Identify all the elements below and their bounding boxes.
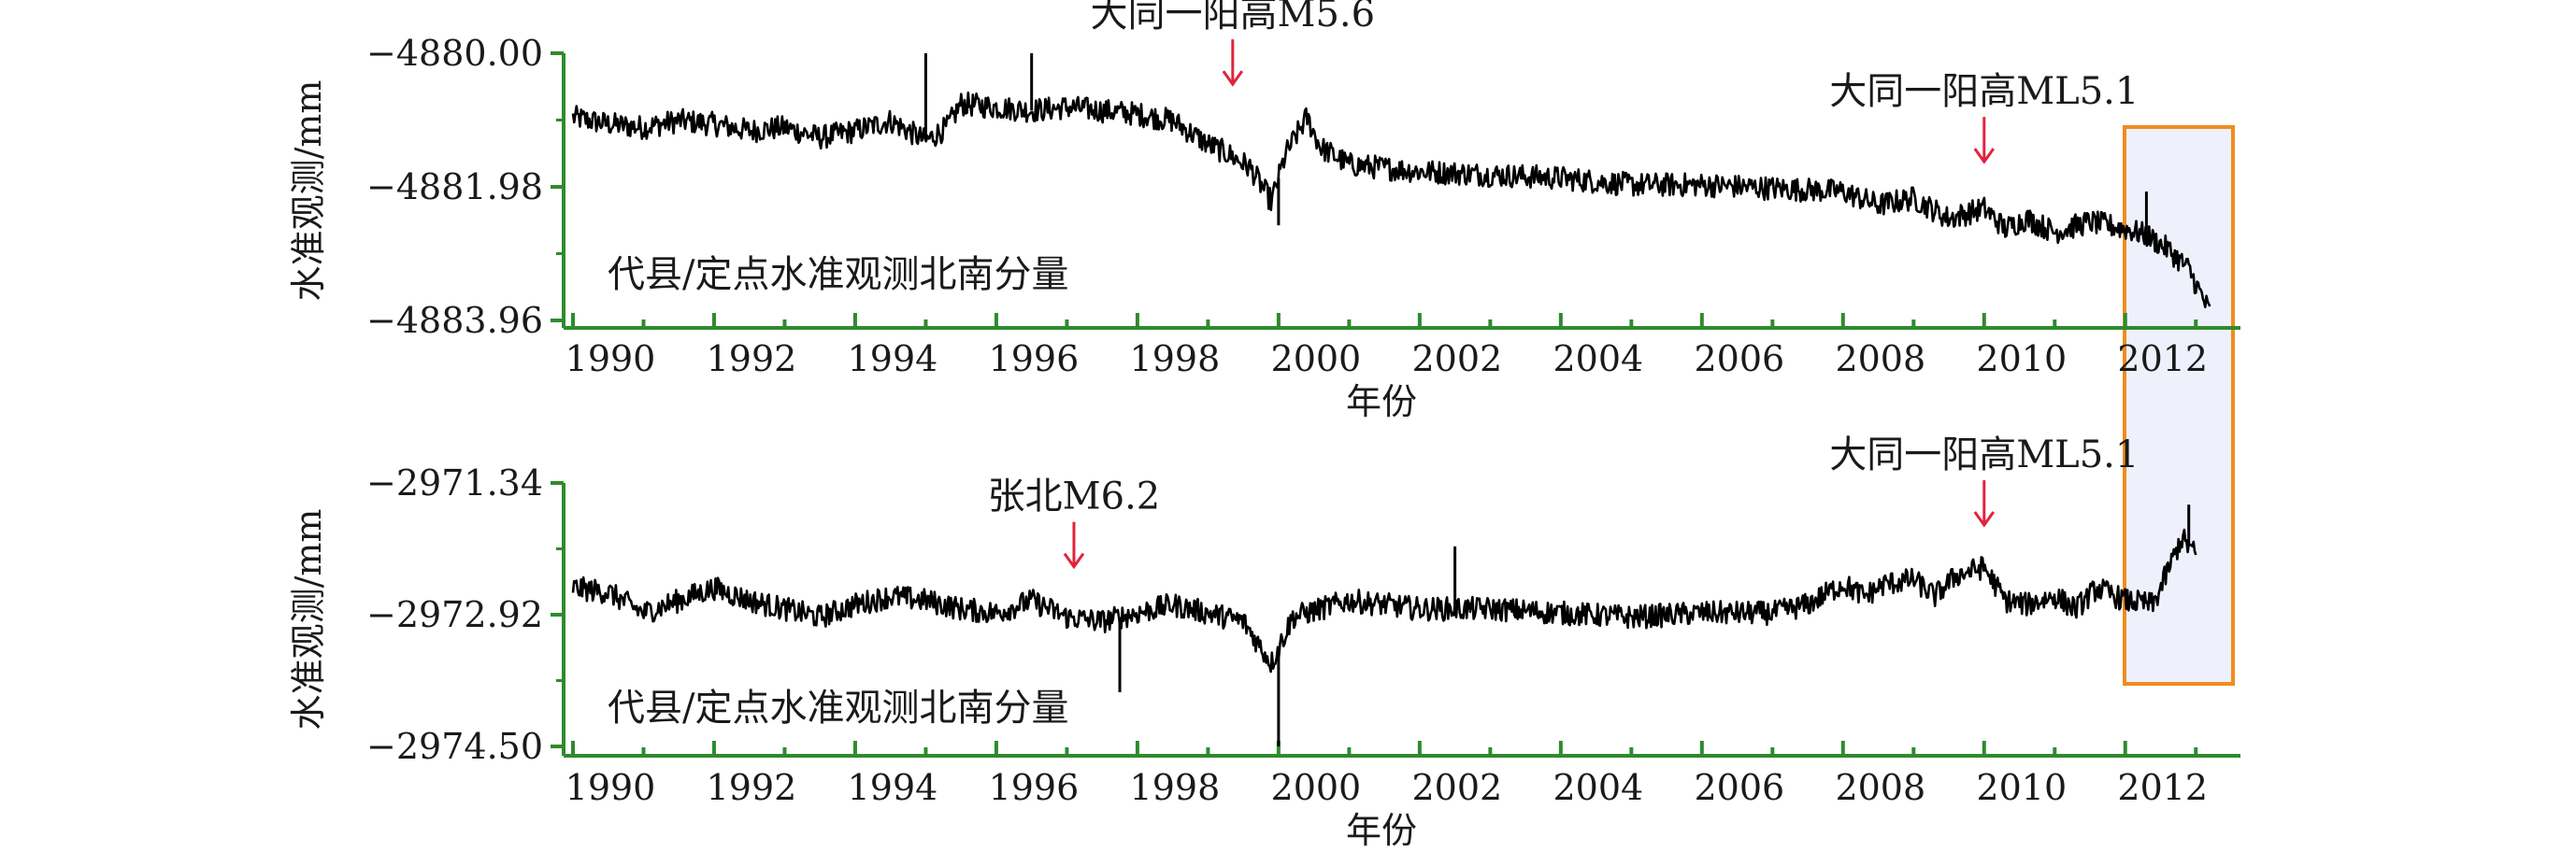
x-tick-label: 2002 — [1412, 767, 1503, 808]
x-tick-label: 1996 — [989, 338, 1080, 379]
x-tick-label: 1998 — [1130, 767, 1221, 808]
y-axis-title: 水准观测/mm — [288, 80, 329, 302]
x-tick-label: 1990 — [565, 767, 656, 808]
y-tick-label: −4883.96 — [366, 300, 543, 341]
x-axis-title: 年份 — [1346, 381, 1417, 422]
panel-bottom: −2971.34 −2972.92 −2974.50 1990 1992 1994 1996… — [288, 433, 2240, 851]
x-tick-label: 2008 — [1835, 767, 1925, 808]
x-tick-label: 1992 — [707, 338, 797, 379]
panel-top: −4880.00 −4881.98 −4883.96 1990 1992 1994 1996… — [288, 0, 2240, 422]
event-arrow-head — [1973, 511, 1996, 528]
event-annotation: 大同一阳高M5.6 — [1091, 0, 1376, 35]
x-tick-label: 1994 — [848, 767, 938, 808]
x-tick-label: 2004 — [1553, 338, 1643, 379]
x-tick-label: 2000 — [1271, 338, 1362, 379]
x-tick-label: 2006 — [1694, 338, 1784, 379]
x-tick-label: 2012 — [2117, 767, 2208, 808]
series-line — [571, 91, 2211, 308]
x-tick-label: 2010 — [1976, 338, 2067, 379]
x-tick-label: 2004 — [1553, 767, 1643, 808]
x-tick-label: 1990 — [565, 338, 656, 379]
x-tick-label: 1998 — [1130, 338, 1221, 379]
x-tick-label: 2002 — [1412, 338, 1503, 379]
y-tick-label: −2974.50 — [366, 726, 543, 767]
x-tick-label: 1992 — [707, 767, 797, 808]
y-axis-title: 水准观测/mm — [288, 509, 329, 731]
panel-inner-title: 代县/定点水准观测北南分量 — [608, 687, 1068, 730]
highlight-box — [2123, 125, 2235, 686]
x-axis-title: 年份 — [1346, 810, 1417, 851]
panel-inner-title: 代县/定点水准观测北南分量 — [608, 253, 1068, 296]
event-arrow-head — [1222, 70, 1244, 87]
x-tick-label: 2010 — [1976, 767, 2067, 808]
event-annotation: 大同一阳高ML5.1 — [1829, 70, 2139, 113]
y-tick-label: −2971.34 — [366, 462, 543, 504]
x-tick-label: 2000 — [1271, 767, 1362, 808]
event-arrow-head — [1973, 148, 1996, 164]
y-tick-label: −4880.00 — [366, 33, 543, 74]
x-tick-label: 2006 — [1694, 767, 1784, 808]
series-line — [571, 528, 2197, 674]
y-tick-label: −2972.92 — [366, 594, 543, 635]
x-tick-label: 1994 — [848, 338, 938, 379]
x-tick-label: 2012 — [2117, 338, 2208, 379]
y-tick-label: −4881.98 — [366, 166, 543, 207]
event-arrow-head — [1063, 552, 1085, 570]
x-tick-label: 1996 — [989, 767, 1080, 808]
event-annotation: 大同一阳高ML5.1 — [1829, 433, 2139, 476]
x-tick-label: 2008 — [1835, 338, 1925, 379]
event-annotation: 张北M6.2 — [988, 476, 1161, 518]
